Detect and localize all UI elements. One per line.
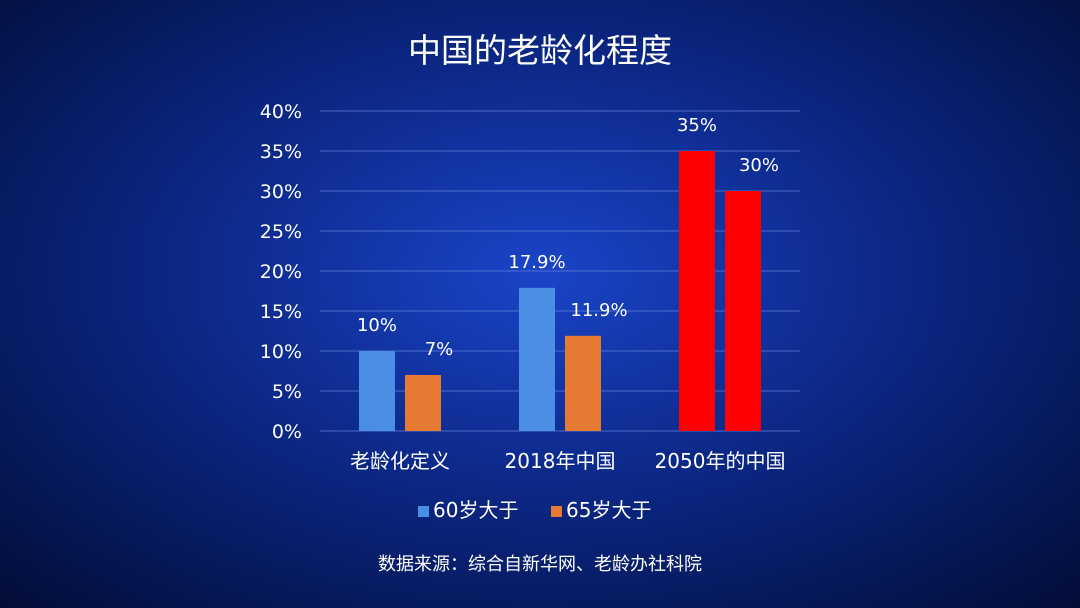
legend-swatch — [551, 506, 562, 517]
data-label: 7% — [425, 339, 454, 360]
bar-age65-0 — [405, 375, 441, 431]
y-tick-label: 0% — [272, 421, 302, 443]
bars — [359, 151, 761, 431]
y-axis-ticks: 0% 5% 10% 15% 20% 25% 30% 35% 40% — [260, 101, 302, 443]
y-tick-label: 25% — [260, 221, 302, 243]
data-label: 17.9% — [508, 252, 565, 273]
category-label: 2018年中国 — [505, 449, 616, 473]
source-note: 数据来源：综合自新华网、老龄办社科院 — [378, 554, 702, 575]
gridlines — [320, 110, 800, 432]
y-tick-label: 5% — [272, 381, 302, 403]
data-label: 30% — [739, 155, 779, 176]
y-tick-label: 10% — [260, 341, 302, 363]
y-tick-label: 15% — [260, 301, 302, 323]
legend-swatch — [418, 506, 429, 517]
bar-age60-1 — [519, 287, 555, 431]
category-label: 2050年的中国 — [655, 449, 786, 473]
x-axis-categories: 老龄化定义 2018年中国 2050年的中国 — [350, 449, 785, 473]
bar-age60-2 — [679, 151, 715, 431]
bar-age65-2 — [725, 191, 761, 431]
category-label: 老龄化定义 — [350, 449, 450, 473]
y-tick-label: 40% — [260, 101, 302, 123]
data-label: 10% — [357, 315, 397, 336]
legend-label: 60岁大于 — [433, 498, 518, 522]
y-tick-label: 30% — [260, 181, 302, 203]
legend: 60岁大于 65岁大于 — [418, 498, 651, 522]
y-tick-label: 35% — [260, 141, 302, 163]
legend-label: 65岁大于 — [566, 498, 651, 522]
data-label: 35% — [677, 115, 717, 136]
chart-title: 中国的老龄化程度 — [408, 31, 672, 70]
bar-age60-0 — [359, 351, 395, 431]
y-tick-label: 20% — [260, 261, 302, 283]
data-labels: 10% 7% 17.9% 11.9% 35% 30% — [357, 115, 779, 360]
bar-age65-1 — [565, 335, 601, 431]
data-label: 11.9% — [570, 300, 627, 321]
